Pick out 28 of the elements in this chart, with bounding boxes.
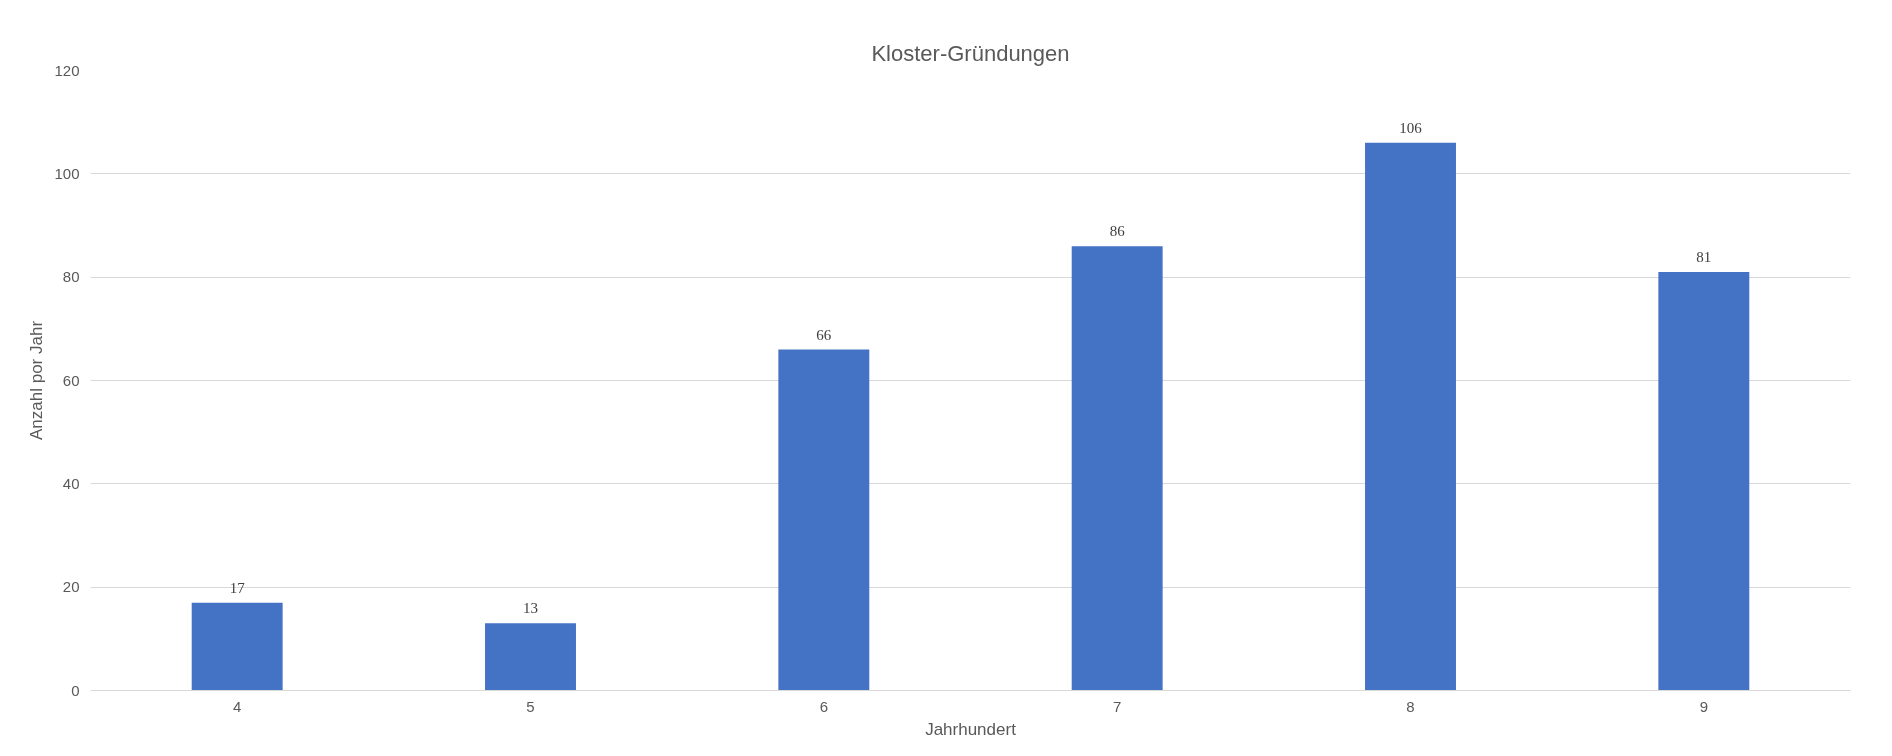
y-axis-title: Anzahl por Jahr — [27, 320, 47, 441]
data-label: 106 — [1399, 119, 1423, 136]
bar — [1071, 246, 1163, 691]
x-tick-label: 9 — [1699, 697, 1709, 715]
data-label: 13 — [523, 600, 538, 617]
x-tick-label: 4 — [233, 697, 242, 715]
bar — [191, 602, 283, 691]
x-axis-title: Jahrhundert — [925, 719, 1017, 739]
x-tick-label: 8 — [1406, 697, 1415, 715]
y-tick-label: 40 — [62, 474, 80, 492]
y-tick-label: 120 — [54, 61, 80, 79]
bar — [485, 623, 576, 691]
x-tick-label: 6 — [819, 697, 829, 715]
x-tick-label: 7 — [1113, 697, 1122, 715]
y-tick-label: 80 — [62, 268, 80, 286]
y-tick-label: 20 — [62, 578, 80, 596]
bar — [778, 349, 870, 691]
data-label: 17 — [229, 579, 246, 596]
bar — [1365, 142, 1456, 691]
x-tick-label: 5 — [526, 697, 535, 715]
data-label: 86 — [1109, 223, 1126, 240]
chart-title: Kloster-Gründungen — [871, 40, 1070, 66]
data-label: 66 — [816, 326, 832, 343]
y-tick-label: 0 — [71, 681, 80, 699]
y-tick-label: 60 — [62, 371, 80, 389]
bar — [1658, 272, 1750, 691]
data-label: 81 — [1696, 249, 1712, 265]
y-tick-label: 100 — [54, 164, 80, 182]
